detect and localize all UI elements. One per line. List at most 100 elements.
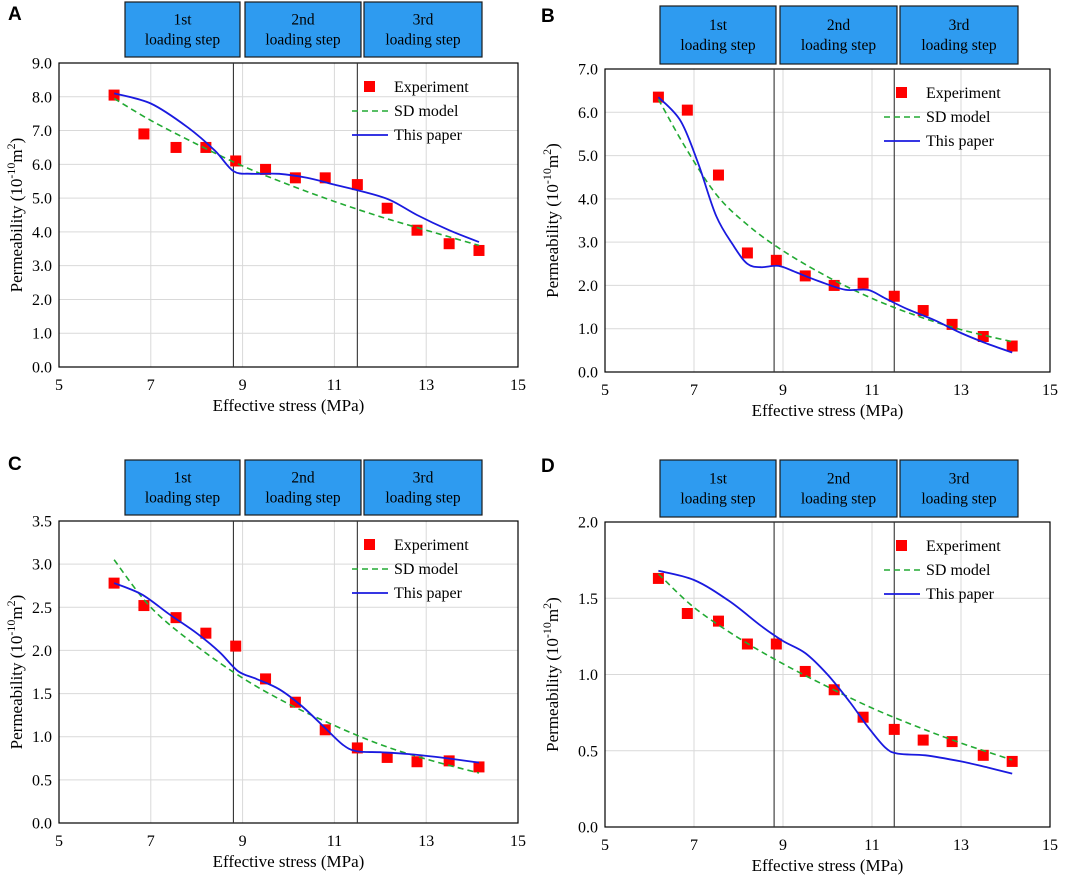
experiment-point [381,202,393,214]
y-tick-label: 1.0 [578,667,598,684]
y-axis-title: Permeability (10-10m2) [4,595,26,750]
series-this-paper-line [113,92,480,243]
experiment-point [108,89,120,101]
experiment-point [473,244,485,256]
y-tick-label: 5.0 [578,148,598,165]
y-tick-label: 1.5 [32,686,52,703]
y-tick-label: 3.0 [578,235,598,252]
y-axis-title-part: Permeability [7,205,26,292]
loading-step-label: loading step [801,37,877,54]
y-tick-label: 1.0 [32,729,52,746]
loading-step-rect [659,5,777,65]
plot-frame [604,521,1051,828]
legend-label: This paper [926,133,995,150]
experiment-point [1006,340,1018,352]
y-axis-title-part: m [7,149,26,162]
experiment-point [411,756,423,768]
experiment-point [200,141,212,153]
experiment-point [917,305,929,317]
y-tick-label: 9.0 [32,56,52,73]
legend: Experiment SD model This paper [884,538,1001,603]
loading-step-box-2: 2nd loading step [779,5,898,65]
y-tick-label: 2.0 [578,515,598,532]
experiment-point [712,169,724,181]
y-axis-title-part: ) [543,597,562,603]
legend-label: SD model [926,562,991,579]
panel-letter-d: D [541,456,555,477]
experiment-point [289,172,301,184]
experiment-point [260,163,272,175]
legend-label: Experiment [926,538,1001,555]
loading-step-box-2: 2nd loading step [779,459,898,518]
legend-label: This paper [394,127,463,144]
panel-letter-b: B [541,6,555,27]
series-experiment [108,89,485,256]
loading-step-ordinal: 1st [709,471,728,488]
experiment-point [351,742,363,754]
loading-step-rect [899,5,1019,65]
y-axis-title-part: (10 [7,636,26,663]
panel-c: C 1st loading step 2nd loading step 3rd loadin… [4,454,526,871]
y-axis-title-part: -10 [4,163,18,179]
y-tick-label: 4.0 [32,224,52,241]
y-tick-label: 7.0 [32,123,52,140]
experiment-point [770,254,782,266]
y-tick-label: 2.0 [578,278,598,295]
experiment-point [443,755,455,767]
loading-step-label: loading step [145,490,221,507]
series-this-paper-line [658,569,1013,775]
experiment-point [230,155,242,167]
x-tick-label: 15 [1042,837,1058,854]
x-tick-label: 13 [418,833,434,850]
experiment-point [319,724,331,736]
legend: Experiment SD model This paper [352,537,469,602]
y-axis-title-part: (10 [543,184,562,211]
loading-step-ordinal: 2nd [827,17,851,34]
experiment-point [260,673,272,685]
series-this-paper-line [657,96,1013,354]
loading-step-ordinal: 3rd [949,17,970,34]
y-tick-label: 0.0 [32,816,52,833]
experiment-point [946,318,958,330]
loading-step-ordinal: 3rd [413,12,434,29]
loading-step-rect [779,459,898,518]
x-tick-label: 13 [418,377,434,394]
x-tick-label: 7 [147,377,155,394]
loading-step-rect [779,5,898,65]
y-tick-label: 2.5 [32,600,52,617]
y-tick-label: 6.0 [32,157,52,174]
y-axis-title-part: 2 [540,603,554,609]
y-tick-label: 8.0 [32,89,52,106]
loading-step-ordinal: 1st [173,470,192,487]
experiment-point [857,711,869,723]
x-axis-title: Effective stress (MPa) [752,401,904,420]
experiment-point [888,723,900,735]
loading-step-label: loading step [385,490,461,507]
y-tick-label: 1.5 [578,591,598,608]
legend-marker-experiment [896,540,907,551]
experiment-point [319,172,331,184]
experiment-point [828,279,840,291]
experiment-point [857,277,869,289]
series-sd-model-line [113,97,480,247]
experiment-point [977,749,989,761]
experiment-point [289,696,301,708]
x-axis-title: Effective stress (MPa) [752,856,904,875]
experiment-point [681,608,693,619]
series-sd-model-line [657,573,1013,761]
y-axis-title-part: ) [7,138,26,144]
legend-marker-experiment [896,87,907,98]
loading-step-ordinal: 1st [173,12,192,29]
legend: Experiment SD model This paper [352,79,469,144]
experiment-point [946,736,958,748]
legend: Experiment SD model This paper [884,85,1001,150]
y-axis-title: Permeability (10-10m2) [540,143,562,298]
experiment-point [473,761,485,773]
loading-step-box-2: 2nd loading step [244,459,362,516]
loading-step-box-3: 3rd loading step [899,459,1019,518]
x-tick-label: 11 [327,833,342,850]
loading-step-rect [244,1,362,58]
y-tick-label: 6.0 [578,105,598,122]
series-this-paper-line [113,582,480,764]
